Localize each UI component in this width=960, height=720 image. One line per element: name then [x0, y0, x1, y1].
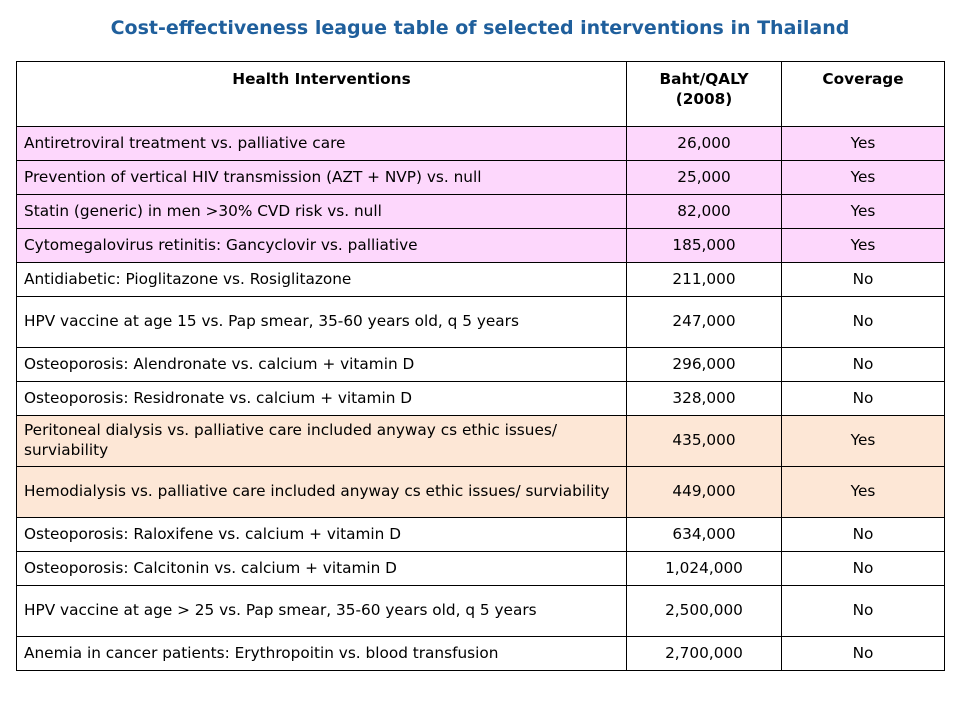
- cell-cost: 2,700,000: [626, 636, 782, 671]
- cell-coverage: Yes: [781, 415, 945, 467]
- cell-intervention: Statin (generic) in men >30% CVD risk vs…: [16, 194, 627, 229]
- cell-cost: 211,000: [626, 262, 782, 297]
- table-row: Cytomegalovirus retinitis: Gancyclovir v…: [16, 228, 945, 263]
- cell-intervention: Antidiabetic: Pioglitazone vs. Rosiglita…: [16, 262, 627, 297]
- table-row: Anemia in cancer patients: Erythropoitin…: [16, 636, 945, 671]
- table-header-row: Health Interventions Baht/QALY (2008) Co…: [16, 61, 945, 127]
- table-row: Prevention of vertical HIV transmission …: [16, 160, 945, 195]
- cell-coverage: Yes: [781, 228, 945, 263]
- cell-intervention: Hemodialysis vs. palliative care include…: [16, 466, 627, 518]
- cell-intervention: Osteoporosis: Alendronate vs. calcium + …: [16, 347, 627, 382]
- table-row: Osteoporosis: Residronate vs. calcium + …: [16, 381, 945, 416]
- cell-intervention: Osteoporosis: Residronate vs. calcium + …: [16, 381, 627, 416]
- cell-intervention: Anemia in cancer patients: Erythropoitin…: [16, 636, 627, 671]
- cell-cost: 247,000: [626, 296, 782, 348]
- header-cost: Baht/QALY (2008): [626, 61, 782, 127]
- cell-cost: 25,000: [626, 160, 782, 195]
- cell-intervention: Osteoporosis: Raloxifene vs. calcium + v…: [16, 517, 627, 552]
- cell-cost: 435,000: [626, 415, 782, 467]
- table-row: HPV vaccine at age 15 vs. Pap smear, 35-…: [16, 296, 945, 348]
- table-row: Osteoporosis: Alendronate vs. calcium + …: [16, 347, 945, 382]
- cell-coverage: Yes: [781, 194, 945, 229]
- cell-cost: 296,000: [626, 347, 782, 382]
- cell-cost: 328,000: [626, 381, 782, 416]
- cell-cost: 82,000: [626, 194, 782, 229]
- table-row: Hemodialysis vs. palliative care include…: [16, 466, 945, 518]
- cell-coverage: No: [781, 262, 945, 297]
- cell-cost: 1,024,000: [626, 551, 782, 586]
- header-interventions: Health Interventions: [16, 61, 627, 127]
- league-table: Health Interventions Baht/QALY (2008) Co…: [16, 61, 945, 671]
- cell-intervention: Antiretroviral treatment vs. palliative …: [16, 126, 627, 161]
- cell-cost: 2,500,000: [626, 585, 782, 637]
- cell-cost: 185,000: [626, 228, 782, 263]
- table-row: HPV vaccine at age > 25 vs. Pap smear, 3…: [16, 585, 945, 637]
- cell-intervention: HPV vaccine at age 15 vs. Pap smear, 35-…: [16, 296, 627, 348]
- table-row: Statin (generic) in men >30% CVD risk vs…: [16, 194, 945, 229]
- cell-cost: 449,000: [626, 466, 782, 518]
- cell-coverage: Yes: [781, 126, 945, 161]
- cell-coverage: No: [781, 381, 945, 416]
- cell-intervention: Cytomegalovirus retinitis: Gancyclovir v…: [16, 228, 627, 263]
- cell-coverage: No: [781, 517, 945, 552]
- table-row: Antiretroviral treatment vs. palliative …: [16, 126, 945, 161]
- table-row: Osteoporosis: Raloxifene vs. calcium + v…: [16, 517, 945, 552]
- table-row: Antidiabetic: Pioglitazone vs. Rosiglita…: [16, 262, 945, 297]
- cell-cost: 634,000: [626, 517, 782, 552]
- cell-coverage: No: [781, 347, 945, 382]
- cell-coverage: Yes: [781, 466, 945, 518]
- cell-intervention: HPV vaccine at age > 25 vs. Pap smear, 3…: [16, 585, 627, 637]
- table-row: Osteoporosis: Calcitonin vs. calcium + v…: [16, 551, 945, 586]
- cell-coverage: No: [781, 636, 945, 671]
- header-coverage: Coverage: [781, 61, 945, 127]
- cell-coverage: No: [781, 296, 945, 348]
- cell-coverage: Yes: [781, 160, 945, 195]
- cell-coverage: No: [781, 585, 945, 637]
- page-title: Cost-effectiveness league table of selec…: [110, 17, 850, 39]
- cell-intervention: Prevention of vertical HIV transmission …: [16, 160, 627, 195]
- cell-coverage: No: [781, 551, 945, 586]
- cell-intervention: Peritoneal dialysis vs. palliative care …: [16, 415, 627, 467]
- table-row: Peritoneal dialysis vs. palliative care …: [16, 415, 945, 467]
- cell-cost: 26,000: [626, 126, 782, 161]
- cell-intervention: Osteoporosis: Calcitonin vs. calcium + v…: [16, 551, 627, 586]
